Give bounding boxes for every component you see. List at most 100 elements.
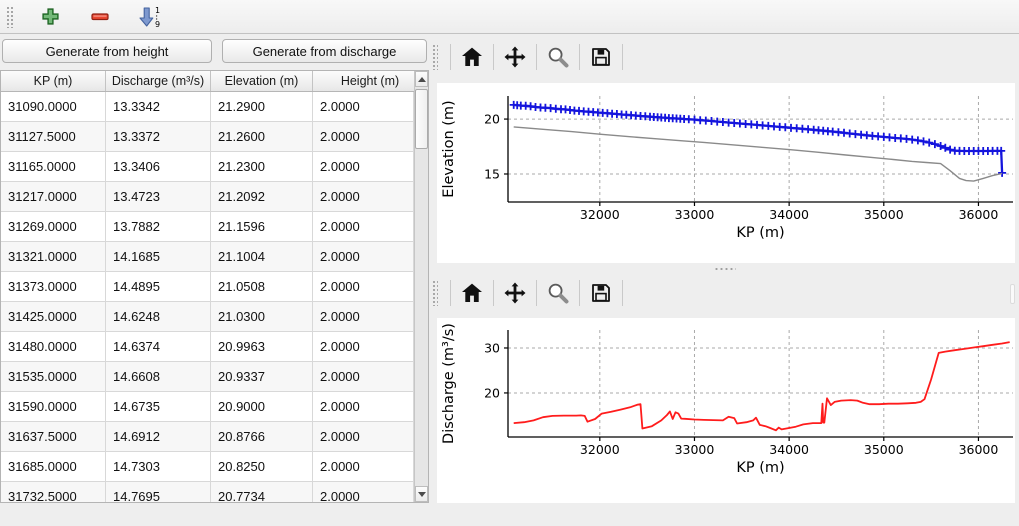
- table-cell[interactable]: 21.2900: [211, 92, 313, 121]
- add-row-button[interactable]: [36, 4, 64, 30]
- table-cell[interactable]: 21.1596: [211, 212, 313, 241]
- table-cell[interactable]: 31685.0000: [1, 452, 106, 481]
- scroll-down-button[interactable]: [415, 486, 428, 502]
- generate-from-height-button[interactable]: Generate from height: [2, 39, 212, 63]
- left-panel: Generate from height Generate from disch…: [0, 34, 430, 526]
- column-header[interactable]: KP (m): [1, 71, 106, 91]
- panel-grip[interactable]: [1010, 284, 1015, 304]
- table-cell[interactable]: 31425.0000: [1, 302, 106, 331]
- table-cell[interactable]: 14.4895: [106, 272, 211, 301]
- table-cell[interactable]: 2.0000: [313, 152, 414, 181]
- table-cell[interactable]: 14.6912: [106, 422, 211, 451]
- table-cell[interactable]: 31165.0000: [1, 152, 106, 181]
- table-cell[interactable]: 2.0000: [313, 482, 414, 502]
- table-cell[interactable]: 21.1004: [211, 242, 313, 271]
- table-cell[interactable]: 2.0000: [313, 212, 414, 241]
- table-vertical-scrollbar[interactable]: [414, 71, 428, 502]
- table-cell[interactable]: 13.7882: [106, 212, 211, 241]
- panel-splitter[interactable]: [430, 265, 1019, 272]
- zoom-icon: [548, 47, 569, 68]
- table-cell[interactable]: 20.7734: [211, 482, 313, 502]
- toolbar-drag-handle[interactable]: [432, 44, 438, 70]
- scroll-up-button[interactable]: [415, 71, 428, 87]
- main-toolbar: 1 9: [0, 0, 1019, 34]
- table-cell[interactable]: 31217.0000: [1, 182, 106, 211]
- minus-icon: [91, 13, 109, 21]
- table-cell[interactable]: 14.6735: [106, 392, 211, 421]
- table-cell[interactable]: 21.2092: [211, 182, 313, 211]
- table-row: 31535.0000 14.6608 20.9337 2.0000: [1, 362, 414, 392]
- y-tick-label: 20: [484, 385, 500, 400]
- table-cell[interactable]: 2.0000: [313, 452, 414, 481]
- table-cell[interactable]: 31732.5000: [1, 482, 106, 502]
- column-header[interactable]: Height (m): [313, 71, 428, 91]
- discharge-chart-canvas[interactable]: 32000 33000 34000 35000 36000 20 30 KP (m) Disch…: [437, 318, 1015, 503]
- table-cell[interactable]: 14.1685: [106, 242, 211, 271]
- remove-row-button[interactable]: [86, 4, 114, 30]
- table-cell[interactable]: 20.9000: [211, 392, 313, 421]
- table-cell[interactable]: 14.6608: [106, 362, 211, 391]
- pan-button[interactable]: [500, 278, 530, 308]
- generate-from-discharge-button[interactable]: Generate from discharge: [222, 39, 427, 63]
- table-cell[interactable]: 13.4723: [106, 182, 211, 211]
- table-cell[interactable]: 31090.0000: [1, 92, 106, 121]
- discharge-chart-toolbar: [432, 277, 629, 309]
- toolbar-drag-handle[interactable]: [6, 5, 14, 28]
- x-tick-label: 35000: [864, 442, 904, 457]
- table-cell[interactable]: 14.6248: [106, 302, 211, 331]
- table-cell[interactable]: 2.0000: [313, 332, 414, 361]
- table-row: 31165.0000 13.3406 21.2300 2.0000: [1, 152, 414, 182]
- x-tick-label: 36000: [959, 207, 999, 222]
- table-cell[interactable]: 31127.5000: [1, 122, 106, 151]
- toolbar-drag-handle[interactable]: [432, 280, 438, 306]
- table-cell[interactable]: 20.9963: [211, 332, 313, 361]
- table-cell[interactable]: 2.0000: [313, 272, 414, 301]
- table-row: 31217.0000 13.4723 21.2092 2.0000: [1, 182, 414, 212]
- save-button[interactable]: [586, 278, 616, 308]
- table-cell[interactable]: 2.0000: [313, 302, 414, 331]
- table-cell[interactable]: 13.3342: [106, 92, 211, 121]
- table-cell[interactable]: 2.0000: [313, 392, 414, 421]
- table-cell[interactable]: 14.7695: [106, 482, 211, 502]
- table-cell[interactable]: 20.8766: [211, 422, 313, 451]
- table-cell[interactable]: 21.2300: [211, 152, 313, 181]
- pan-button[interactable]: [500, 42, 530, 72]
- x-tick-label: 36000: [959, 442, 999, 457]
- table-cell[interactable]: 13.3406: [106, 152, 211, 181]
- table-cell[interactable]: 2.0000: [313, 92, 414, 121]
- table-cell[interactable]: 31480.0000: [1, 332, 106, 361]
- svg-text:9: 9: [155, 20, 160, 28]
- table-cell[interactable]: 31321.0000: [1, 242, 106, 271]
- zoom-button[interactable]: [543, 278, 573, 308]
- sort-rows-button[interactable]: 1 9: [136, 4, 164, 30]
- table-cell[interactable]: 20.8250: [211, 452, 313, 481]
- column-header[interactable]: Elevation (m): [211, 71, 313, 91]
- table-cell[interactable]: 31637.5000: [1, 422, 106, 451]
- table-cell[interactable]: 21.0508: [211, 272, 313, 301]
- table-cell[interactable]: 2.0000: [313, 122, 414, 151]
- table-cell[interactable]: 2.0000: [313, 182, 414, 211]
- table-cell[interactable]: 31590.0000: [1, 392, 106, 421]
- table-cell[interactable]: 31535.0000: [1, 362, 106, 391]
- table-cell[interactable]: 2.0000: [313, 362, 414, 391]
- table-row: 31732.5000 14.7695 20.7734 2.0000: [1, 482, 414, 502]
- table-cell[interactable]: 14.6374: [106, 332, 211, 361]
- elevation-chart-canvas[interactable]: 32000 33000 34000 35000 36000 15 20 KP (m) Eleva…: [437, 83, 1015, 263]
- table-cell[interactable]: 31269.0000: [1, 212, 106, 241]
- home-button[interactable]: [457, 42, 487, 72]
- zoom-button[interactable]: [543, 42, 573, 72]
- table-row: 31090.0000 13.3342 21.2900 2.0000: [1, 92, 414, 122]
- table-cell[interactable]: 21.2600: [211, 122, 313, 151]
- table-cell[interactable]: 2.0000: [313, 242, 414, 271]
- home-button[interactable]: [457, 278, 487, 308]
- column-header[interactable]: Discharge (m³/s): [106, 71, 211, 91]
- table-cell[interactable]: 2.0000: [313, 422, 414, 451]
- table-cell[interactable]: 31373.0000: [1, 272, 106, 301]
- scrollbar-thumb[interactable]: [415, 89, 428, 149]
- pan-icon: [504, 46, 526, 68]
- table-cell[interactable]: 20.9337: [211, 362, 313, 391]
- save-button[interactable]: [586, 42, 616, 72]
- table-cell[interactable]: 14.7303: [106, 452, 211, 481]
- table-cell[interactable]: 21.0300: [211, 302, 313, 331]
- table-cell[interactable]: 13.3372: [106, 122, 211, 151]
